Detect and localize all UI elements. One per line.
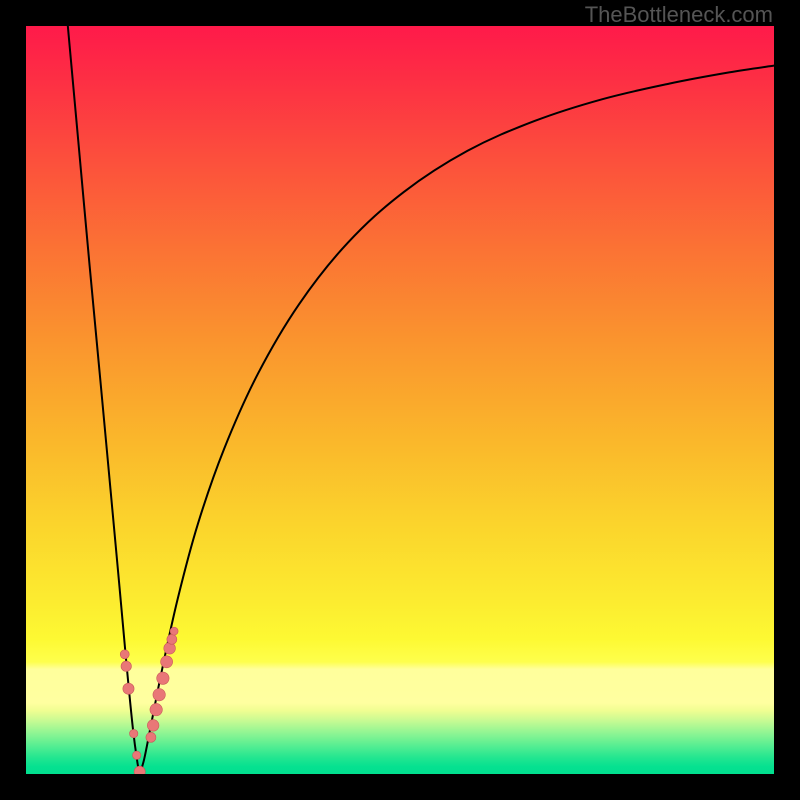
marker-point <box>170 627 178 635</box>
gradient-background <box>26 26 774 774</box>
bottleneck-chart: TheBottleneck.com <box>0 0 800 800</box>
marker-point <box>147 720 159 732</box>
marker-point <box>133 751 141 759</box>
chart-frame <box>0 0 800 800</box>
marker-point <box>153 689 165 701</box>
marker-point <box>120 650 129 659</box>
marker-point <box>167 634 177 644</box>
marker-point <box>150 703 162 715</box>
chart-svg <box>0 0 800 800</box>
marker-point <box>161 656 173 668</box>
marker-point <box>130 729 138 737</box>
marker-point <box>123 683 134 694</box>
watermark-text: TheBottleneck.com <box>585 2 773 28</box>
marker-point <box>146 732 156 742</box>
marker-point <box>121 661 131 671</box>
marker-point <box>157 672 169 684</box>
